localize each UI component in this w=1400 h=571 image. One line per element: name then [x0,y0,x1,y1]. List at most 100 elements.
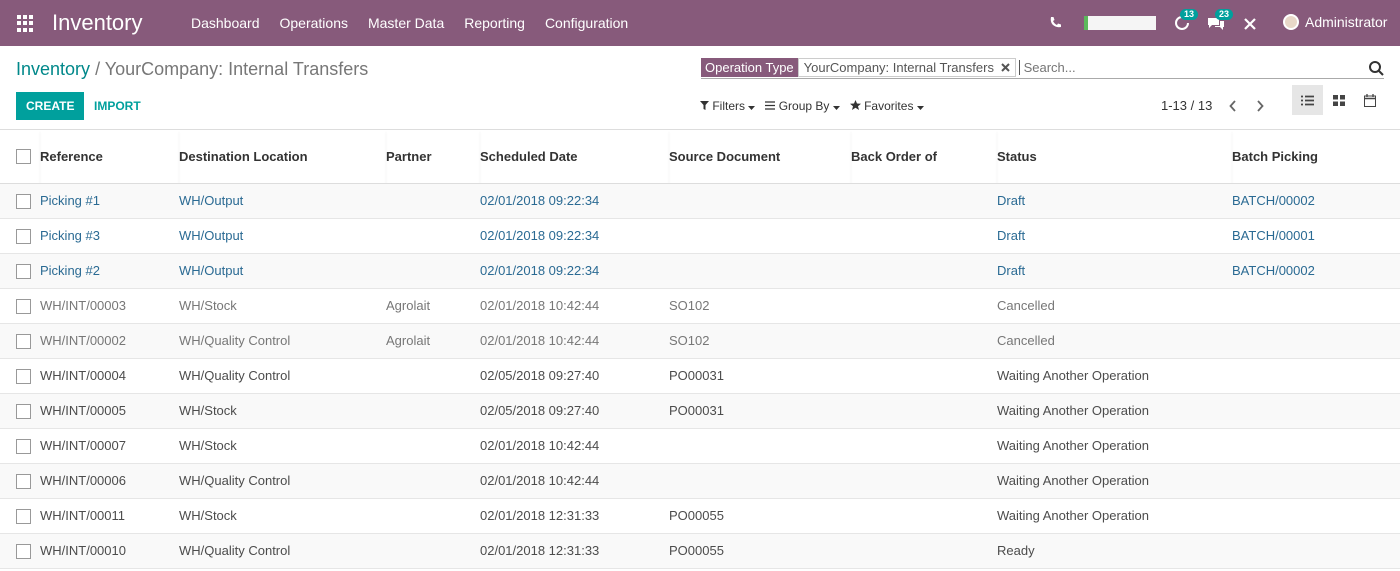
column-header-reference[interactable]: Reference [40,130,179,184]
cell-scheduled-date: 02/05/2018 09:27:40 [480,393,669,429]
cell-reference: WH/INT/00011 [40,498,179,534]
list-icon [765,101,776,110]
cell-back-order-of [851,533,997,569]
table-row[interactable]: WH/INT/00004 WH/Quality Control 02/05/2018… [0,358,1400,394]
column-header-source-document[interactable]: Source Document [669,130,851,184]
remove-facet-icon[interactable] [1000,63,1010,72]
table-row[interactable]: Picking #1 WH/Output 02/01/2018 09:22:34 Dr… [0,183,1400,219]
pager-previous-icon[interactable] [1229,100,1237,112]
breadcrumb-inventory[interactable]: Inventory [16,59,91,79]
column-header-partner[interactable]: Partner [386,130,480,184]
group-by-dropdown[interactable]: Group By [765,99,840,113]
messages-icon[interactable] [1207,15,1225,31]
cell-back-order-of [851,218,997,254]
column-header-scheduled-date[interactable]: Scheduled Date [480,130,669,184]
menu-reporting[interactable]: Reporting [464,15,525,31]
row-checkbox[interactable] [16,298,31,314]
row-checkbox[interactable] [16,403,31,419]
row-checkbox[interactable] [16,473,31,489]
cell-batch-picking [1232,498,1400,534]
tools-icon[interactable] [1243,17,1257,31]
user-name: Administrator [1305,14,1388,30]
row-checkbox[interactable] [16,543,31,559]
breadcrumb-current: YourCompany: Internal Transfers [104,59,369,79]
row-checkbox[interactable] [16,438,31,454]
cell-scheduled-date: 02/05/2018 09:27:40 [480,358,669,394]
menu-operations[interactable]: Operations [279,15,348,31]
pager-value[interactable]: 1-13 / 13 [1161,98,1213,113]
row-checkbox[interactable] [16,263,31,279]
table-row[interactable]: WH/INT/00003 WH/Stock Agrolait 02/01/2018 1… [0,288,1400,324]
cell-scheduled-date: 02/01/2018 10:42:44 [480,288,669,324]
breadcrumb: Inventory / YourCompany: Internal Transf… [16,59,368,80]
menu-dashboard[interactable]: Dashboard [191,15,260,31]
row-checkbox[interactable] [16,228,31,244]
import-button[interactable]: IMPORT [94,99,141,113]
activity-clock-icon[interactable] [1174,15,1190,31]
cell-partner [386,253,480,289]
table-row[interactable]: WH/INT/00010 WH/Quality Control 02/01/2018… [0,533,1400,569]
row-checkbox[interactable] [16,368,31,384]
table-row[interactable]: WH/INT/00006 WH/Quality Control 02/01/2018… [0,463,1400,499]
cell-partner [386,463,480,499]
calendar-view-button[interactable] [1354,85,1385,115]
cell-destination-location: WH/Stock [179,498,386,534]
top-navbar: Inventory Dashboard Operations Master Da… [0,0,1400,46]
cell-partner [386,533,480,569]
cell-partner [386,393,480,429]
row-select-cell [0,253,40,289]
cell-batch-picking: BATCH/00001 [1232,218,1400,254]
column-header-destination-location[interactable]: Destination Location [179,130,386,184]
row-checkbox[interactable] [16,193,31,209]
user-menu[interactable]: Administrator [1283,14,1387,30]
pager-next-icon[interactable] [1256,100,1264,112]
filters-dropdown[interactable]: Filters [700,99,756,113]
cell-destination-location: WH/Quality Control [179,533,386,569]
row-select-cell [0,323,40,359]
list-view-icon [1301,95,1314,105]
menu-configuration[interactable]: Configuration [544,15,629,31]
create-button[interactable]: CREATE [16,92,85,120]
cell-source-document [669,253,851,289]
menu-master-data[interactable]: Master Data [367,15,445,31]
favorites-label: Favorites [864,99,914,113]
cell-back-order-of [851,428,997,464]
caret-down-icon [748,106,756,110]
search-icon[interactable] [1368,60,1384,76]
row-select-cell [0,288,40,324]
table-row[interactable]: WH/INT/00011 WH/Stock 02/01/2018 12:31:33 P… [0,498,1400,534]
row-checkbox[interactable] [16,508,31,524]
search-input[interactable] [1018,60,1360,75]
list-view-button[interactable] [1292,85,1323,115]
cell-reference: WH/INT/00002 [40,323,179,359]
row-select-cell [0,218,40,254]
kanban-view-button[interactable] [1323,85,1354,115]
select-all-checkbox[interactable] [16,149,31,165]
apps-menu-icon[interactable] [17,15,34,32]
cell-partner [386,183,480,219]
cell-back-order-of [851,323,997,359]
cell-reference: WH/INT/00010 [40,533,179,569]
cell-source-document: PO00055 [669,498,851,534]
progress-bar[interactable] [1084,16,1156,30]
column-header-back-order-of[interactable]: Back Order of [851,130,997,184]
row-checkbox[interactable] [16,333,31,349]
cell-partner: Agrolait [386,323,480,359]
column-header-status[interactable]: Status [997,130,1232,184]
cell-source-document [669,463,851,499]
table-row[interactable]: WH/INT/00002 WH/Quality Control Agrolait 02… [0,323,1400,359]
filter-icon [700,101,709,110]
table-row[interactable]: Picking #2 WH/Output 02/01/2018 09:22:34 Dr… [0,253,1400,289]
cell-status: Draft [997,218,1232,254]
table-row[interactable]: WH/INT/00007 WH/Stock 02/01/2018 10:42:44 W… [0,428,1400,464]
cell-scheduled-date: 02/01/2018 09:22:34 [480,183,669,219]
phone-icon[interactable] [1049,16,1062,29]
app-title: Inventory [52,10,143,35]
cell-scheduled-date: 02/01/2018 09:22:34 [480,218,669,254]
table-row[interactable]: Picking #3 WH/Output 02/01/2018 09:22:34 Dr… [0,218,1400,254]
favorites-dropdown[interactable]: Favorites [849,99,924,113]
row-select-cell [0,358,40,394]
column-header-batch-picking[interactable]: Batch Picking [1232,130,1400,184]
cell-destination-location: WH/Output [179,218,386,254]
table-row[interactable]: WH/INT/00005 WH/Stock 02/05/2018 09:27:40 P… [0,393,1400,429]
